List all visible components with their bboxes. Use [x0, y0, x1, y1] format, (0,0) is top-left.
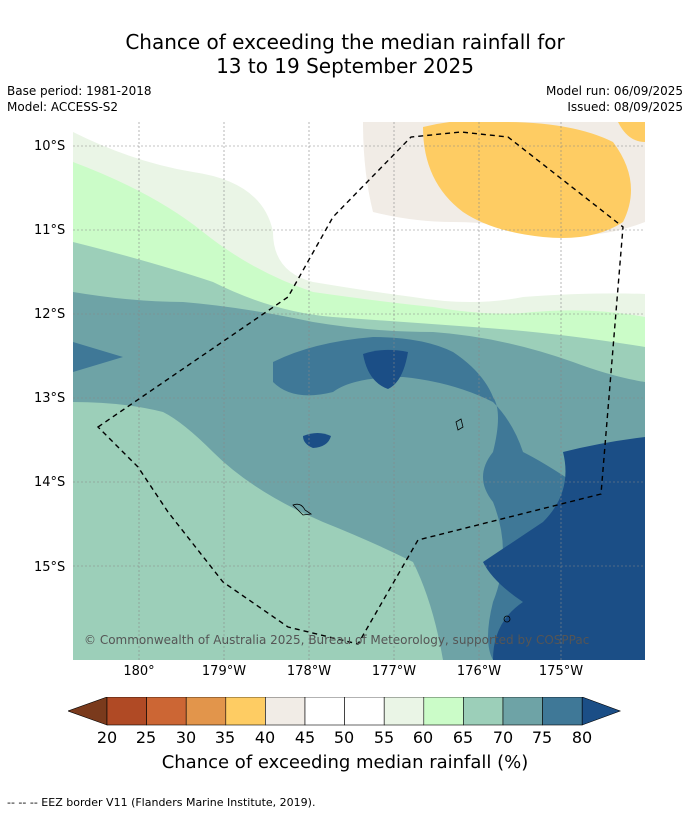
- contour-80-left: [73, 342, 123, 372]
- colorbar-label: 30: [175, 728, 197, 747]
- colorbar-title: Chance of exceeding median rainfall (%): [161, 752, 529, 773]
- colorbar: [68, 697, 622, 726]
- contour-85: [483, 437, 645, 660]
- colorbar-swatch: [304, 697, 345, 726]
- island-outline: [455, 418, 464, 431]
- colorbar-label: 35: [214, 728, 236, 747]
- colorbar-swatch: [383, 697, 425, 726]
- colorbar-swatch: [146, 697, 187, 726]
- contour-85-dot: [303, 433, 331, 448]
- footer-note: -- -- -- EEZ border V11 (Flanders Marine…: [7, 796, 316, 809]
- colorbar-label: 70: [492, 728, 514, 747]
- colorbar-extend-low: [68, 697, 108, 726]
- lat-label: 13°S: [34, 391, 66, 406]
- colorbar-extend-high: [581, 697, 622, 726]
- eez-border: [96, 131, 624, 645]
- colorbar-label: 60: [412, 728, 434, 747]
- lat-label: 15°S: [34, 560, 66, 575]
- colorbar-swatch: [542, 697, 583, 726]
- lon-label: 179°W: [201, 664, 247, 679]
- rainfall-map: [73, 122, 645, 660]
- colorbar-label: 80: [571, 728, 593, 747]
- contour-40: [423, 122, 631, 238]
- lat-label: 11°S: [34, 223, 66, 238]
- colorbar-swatch: [344, 697, 385, 726]
- meta-right: Model run: 06/09/2025 Issued: 08/09/2025: [546, 83, 683, 115]
- graticule: [73, 122, 645, 660]
- colorbar-label: 65: [452, 728, 474, 747]
- island-outline-3: [503, 615, 511, 623]
- lon-label: 178°W: [286, 664, 332, 679]
- model-run: Model run: 06/09/2025: [545, 84, 683, 98]
- issued-date: Issued: 08/09/2025: [567, 100, 683, 114]
- colorbar-label: 55: [373, 728, 395, 747]
- title-line-2: 13 to 19 September 2025: [216, 54, 474, 78]
- colorbar-swatch: [265, 697, 306, 726]
- title-line-1: Chance of exceeding the median rainfall …: [125, 30, 565, 54]
- copyright-note: © Commonwealth of Australia 2025, Bureau…: [84, 633, 590, 647]
- lon-label: 180°: [123, 664, 155, 679]
- contour-85-small: [363, 349, 408, 389]
- lon-label: 175°W: [538, 664, 584, 679]
- island-outline-2: [292, 503, 313, 516]
- colorbar-label: 45: [294, 728, 316, 747]
- lon-label: 177°W: [371, 664, 417, 679]
- lat-label: 14°S: [34, 475, 66, 490]
- lon-label: 176°W: [456, 664, 502, 679]
- meta-left: Base period: 1981-2018 Model: ACCESS-S2: [7, 83, 152, 115]
- colorbar-swatch: [185, 697, 227, 726]
- colorbar-swatch: [106, 697, 147, 726]
- colorbar-swatch: [225, 697, 266, 726]
- contour-40-top: [618, 122, 645, 142]
- colorbar-swatch: [502, 697, 543, 726]
- colorbar-label: 40: [254, 728, 276, 747]
- lat-label: 10°S: [34, 139, 66, 154]
- base-period: Base period: 1981-2018: [7, 84, 152, 98]
- colorbar-label: 20: [96, 728, 118, 747]
- colorbar-label: 50: [333, 728, 355, 747]
- colorbar-label: 25: [135, 728, 157, 747]
- model-name: Model: ACCESS-S2: [7, 100, 119, 114]
- colorbar-label: 75: [531, 728, 553, 747]
- colorbar-swatch: [423, 697, 464, 726]
- lat-label: 12°S: [34, 307, 66, 322]
- colorbar-swatch: [463, 697, 504, 726]
